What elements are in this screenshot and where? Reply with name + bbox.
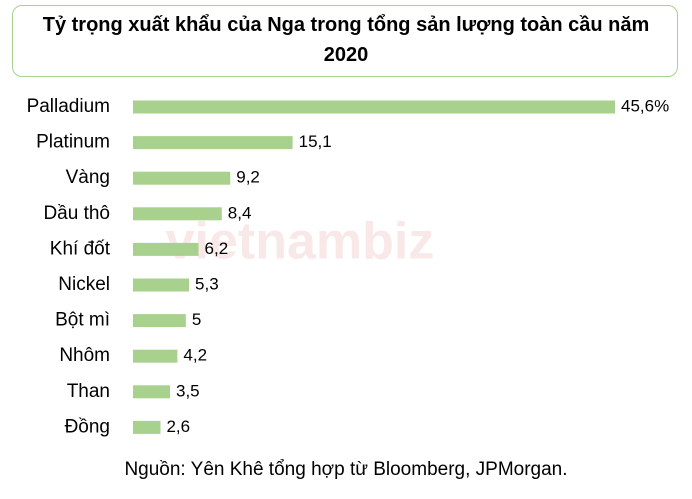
value-label: 3,5 <box>176 381 200 400</box>
value-label: 4,2 <box>183 346 207 365</box>
value-label: 5 <box>192 310 201 329</box>
value-label: 5,3 <box>195 274 219 293</box>
source-note: Nguồn: Yên Khê tổng hợp từ Bloomberg, JP… <box>124 459 567 480</box>
bar <box>133 136 293 150</box>
bar <box>133 278 190 292</box>
bar <box>133 242 199 256</box>
category-label: Vàng <box>66 167 110 188</box>
chart-title: Tỷ trọng xuất khẩu của Nga trong tổng sả… <box>42 14 650 66</box>
category-label: Nhôm <box>59 345 110 366</box>
bar <box>133 385 170 399</box>
title-box <box>12 5 678 77</box>
bar <box>133 171 231 185</box>
bar <box>133 420 161 434</box>
value-label: 15,1 <box>299 132 332 151</box>
value-label: 2,6 <box>166 417 190 436</box>
bar <box>133 100 615 114</box>
bar <box>133 349 178 363</box>
value-label: 45,6% <box>621 96 669 115</box>
category-label: Than <box>67 381 110 402</box>
category-label: Bột mì <box>55 310 110 331</box>
watermark: vietnambiz <box>166 213 435 271</box>
category-label: Đồng <box>65 416 110 437</box>
bar <box>133 207 222 221</box>
bar <box>133 314 186 328</box>
value-label: 6,2 <box>205 239 229 258</box>
category-label: Palladium <box>27 96 110 117</box>
category-label: Khí đốt <box>50 238 111 259</box>
value-label: 9,2 <box>236 168 260 187</box>
category-label: Dầu thô <box>43 203 110 224</box>
category-label: Nickel <box>58 274 110 295</box>
category-label: Platinum <box>36 132 110 153</box>
value-label: 8,4 <box>228 203 252 222</box>
